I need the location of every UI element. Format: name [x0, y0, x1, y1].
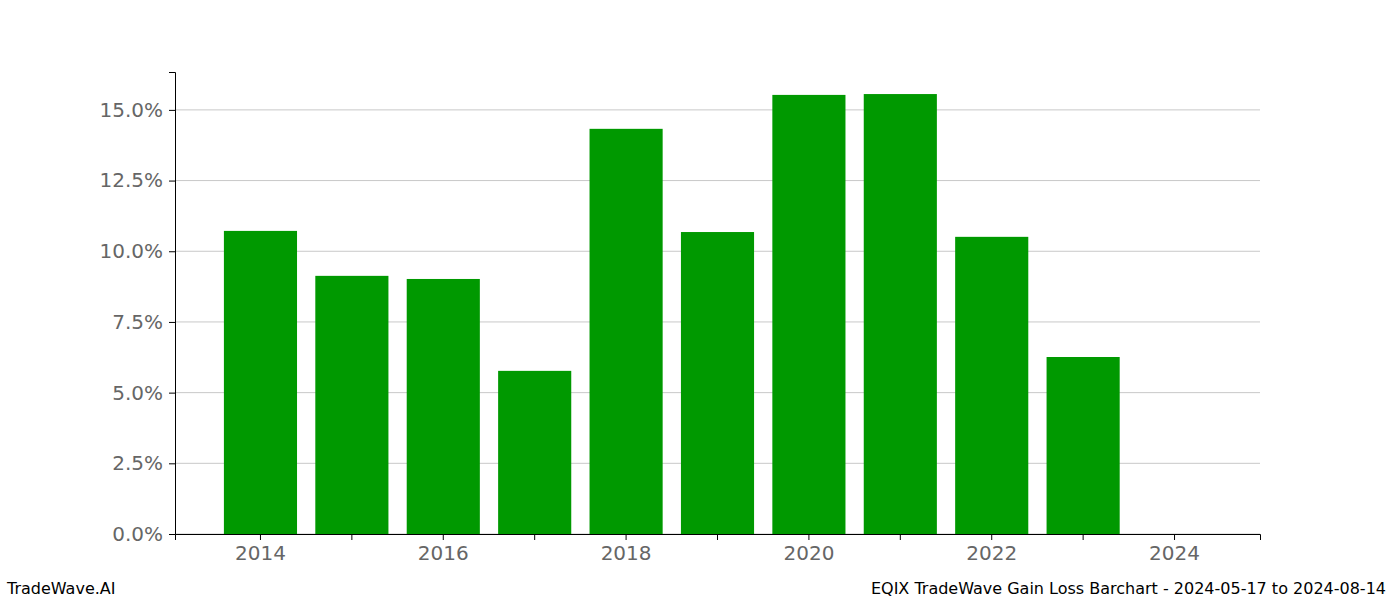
y-tick-mark	[169, 181, 175, 182]
x-tick-mark	[1083, 534, 1084, 540]
x-tick-label: 2016	[418, 541, 469, 565]
y-tick-label: 7.5%	[112, 310, 163, 334]
bar	[498, 371, 571, 534]
bar	[681, 232, 754, 534]
grid-line	[175, 180, 1260, 181]
x-tick: 2024	[1149, 534, 1200, 565]
bar	[224, 231, 297, 534]
bar	[1047, 357, 1120, 534]
x-tick	[717, 534, 718, 540]
bar	[955, 237, 1028, 534]
x-tick-label: 2022	[966, 541, 1017, 565]
bar	[315, 276, 388, 534]
x-tick	[1083, 534, 1084, 540]
title: EQIX TradeWave Gain Loss Barchart - 2024…	[871, 579, 1386, 598]
x-tick: 2014	[235, 534, 286, 565]
y-tick-label: 2.5%	[112, 451, 163, 475]
grid-line	[175, 109, 1260, 110]
y-axis: 0.0% 2.5% 5.0% 7.5% 10.0% 12.5% 15.0%	[99, 73, 175, 546]
y-tick-label: 12.5%	[99, 168, 163, 192]
bar	[590, 129, 663, 534]
x-tick: 2020	[783, 534, 834, 565]
y-tick-label: 5.0%	[112, 381, 163, 405]
bar	[864, 94, 937, 534]
plot-area: 0.0%2.5%5.0%7.5%10.0%12.5%15.0%201420162…	[99, 73, 1260, 566]
y-tick: 7.5%	[112, 310, 175, 334]
x-tick-label: 2024	[1149, 541, 1200, 565]
y-tick: 15.0%	[99, 98, 175, 122]
x-tick-mark	[351, 534, 352, 540]
y-tick: 5.0%	[112, 381, 175, 405]
chart: 0.0%2.5%5.0%7.5%10.0%12.5%15.0%201420162…	[0, 0, 1400, 600]
source-label: TradeWave.AI	[6, 579, 115, 598]
x-tick: 2016	[418, 534, 469, 565]
y-tick-mark	[169, 110, 175, 111]
y-tick-mark	[169, 534, 175, 535]
x-tick-mark	[808, 534, 809, 540]
y-tick: 10.0%	[99, 239, 175, 263]
x-tick	[534, 534, 535, 540]
x-tick: 2022	[966, 534, 1017, 565]
y-tick-mark	[169, 463, 175, 464]
y-tick-label: 15.0%	[99, 98, 163, 122]
x-tick-mark	[991, 534, 992, 540]
y-tick-mark	[169, 393, 175, 394]
y-axis-line	[169, 73, 176, 535]
y-tick: 12.5%	[99, 168, 175, 192]
x-tick-label: 2018	[601, 541, 652, 565]
x-tick	[351, 534, 352, 540]
bars	[224, 94, 1120, 534]
y-tick: 2.5%	[112, 451, 175, 475]
x-tick-mark	[626, 534, 627, 540]
x-axis: 2014 2016 2018 2020 2022 2024	[176, 534, 1261, 565]
x-tick-label: 2020	[783, 541, 834, 565]
bar	[1138, 534, 1211, 535]
x-tick-mark	[443, 534, 444, 540]
x-tick-mark	[1174, 534, 1175, 540]
bar	[407, 279, 480, 534]
x-tick-mark	[534, 534, 535, 540]
y-tick-mark	[169, 322, 175, 323]
x-tick-label: 2014	[235, 541, 286, 565]
x-tick: 2018	[601, 534, 652, 565]
y-tick-label: 10.0%	[99, 239, 163, 263]
x-tick-mark	[260, 534, 261, 540]
x-tick	[900, 534, 901, 540]
x-tick-mark	[717, 534, 718, 540]
y-tick-mark	[169, 251, 175, 252]
y-tick: 0.0%	[112, 522, 175, 546]
x-tick-mark	[900, 534, 901, 540]
x-axis-line	[176, 535, 1261, 541]
bar	[772, 95, 845, 534]
grid	[175, 110, 1260, 534]
y-tick-label: 0.0%	[112, 522, 163, 546]
